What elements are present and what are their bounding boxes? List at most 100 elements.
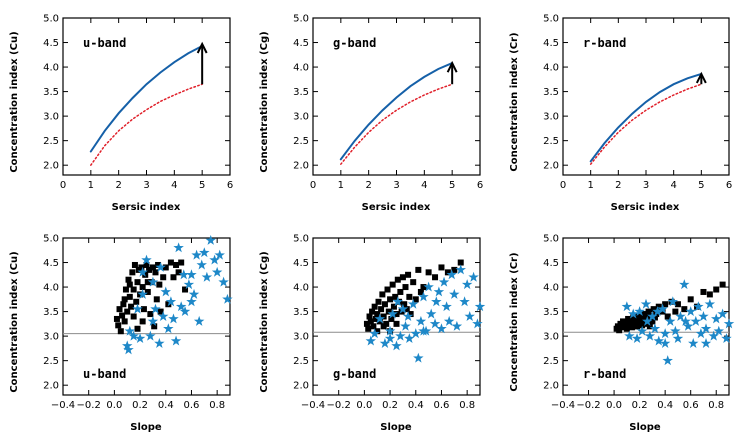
y-tick-label: 4.5 bbox=[43, 258, 59, 269]
axes-frame bbox=[62, 237, 231, 396]
star-marker bbox=[193, 315, 205, 326]
band-label: g-band bbox=[333, 36, 376, 50]
star-marker bbox=[464, 311, 475, 321]
panel-top-middle: 0 1 2 3 4 5 6 2.0 2.5 3.0 3.5 4.0 4.5 5.0 g-band Sers… bbox=[259, 14, 483, 214]
star-marker bbox=[698, 311, 709, 321]
square-marker bbox=[425, 269, 432, 276]
model-curve-line bbox=[89, 45, 204, 153]
square-marker bbox=[113, 315, 120, 322]
square-marker bbox=[659, 308, 666, 315]
square-marker bbox=[403, 306, 410, 313]
x-tick-label: −0.2 bbox=[77, 400, 101, 411]
x-tick-label: 3 bbox=[143, 180, 149, 191]
square-marker bbox=[130, 313, 137, 320]
square-marker bbox=[144, 288, 151, 295]
star-marker bbox=[170, 335, 182, 346]
square-marker bbox=[376, 318, 383, 325]
y-axis-title: Concentration index (Cu) bbox=[9, 31, 20, 172]
square-marker bbox=[153, 296, 160, 303]
x-tick-label: 0.2 bbox=[132, 400, 148, 411]
square-marker bbox=[140, 306, 147, 313]
plot-area: 0 1 2 3 4 5 6 2.0 2.5 3.0 3.5 4.0 4.5 5.0 bbox=[293, 14, 483, 192]
x-tick-label: 0.8 bbox=[708, 400, 724, 411]
square-marker bbox=[122, 286, 129, 293]
y-tick-label: 2.5 bbox=[293, 356, 309, 367]
offset-arrow-head bbox=[446, 60, 458, 73]
x-tick-label: 3 bbox=[393, 180, 399, 191]
square-marker bbox=[432, 274, 439, 281]
x-axis-title: Slope bbox=[380, 422, 412, 433]
y-tick-label: 3.5 bbox=[43, 307, 59, 318]
y-tick-label: 5.0 bbox=[543, 234, 559, 245]
band-label: u-band bbox=[83, 36, 126, 50]
panel-top-left: 0 1 2 3 4 5 6 2.0 2.5 3.0 3.5 4.0 4.5 5.0 u-band Sers… bbox=[9, 14, 233, 214]
x-tick-label: 0.4 bbox=[657, 400, 673, 411]
x-tick-label: −0.2 bbox=[327, 400, 351, 411]
y-tick-label: 3.5 bbox=[543, 307, 559, 318]
star-marker bbox=[449, 288, 460, 299]
star-marker bbox=[400, 320, 411, 331]
square-marker bbox=[406, 293, 413, 300]
star-marker bbox=[429, 318, 441, 329]
y-tick-label: 5.0 bbox=[293, 234, 309, 245]
star-marker bbox=[713, 325, 725, 336]
square-marker bbox=[645, 308, 652, 315]
star-marker bbox=[621, 301, 633, 312]
star-marker bbox=[425, 308, 437, 319]
square-marker bbox=[389, 281, 396, 288]
star-marker bbox=[441, 301, 452, 312]
x-tick-label: 0.4 bbox=[408, 400, 424, 411]
star-marker bbox=[700, 337, 712, 348]
square-marker bbox=[646, 323, 653, 330]
square-marker bbox=[151, 323, 158, 330]
star-marker bbox=[173, 242, 184, 253]
y-axis-title: Concentration index (Cr) bbox=[509, 32, 520, 171]
x-tick-label: −0.4 bbox=[551, 400, 575, 411]
square-marker bbox=[655, 303, 662, 310]
x-tick-label: 0 bbox=[310, 180, 316, 191]
star-marker bbox=[451, 320, 463, 331]
square-marker bbox=[392, 293, 399, 300]
square-marker bbox=[143, 261, 150, 268]
x-tick-label: 0.6 bbox=[434, 400, 450, 411]
x-tick-label: 1 bbox=[338, 180, 344, 191]
x-axis-title: Slope bbox=[130, 422, 162, 433]
star-marker bbox=[413, 352, 424, 363]
model-curve-line bbox=[589, 72, 703, 163]
axes-frame bbox=[562, 237, 730, 396]
x-tick-label: 2 bbox=[615, 180, 621, 191]
square-marker bbox=[632, 317, 639, 324]
star-marker bbox=[163, 323, 174, 334]
star-marker bbox=[222, 293, 233, 304]
y-tick-label: 3.5 bbox=[543, 87, 559, 98]
x-tick-label: 5 bbox=[449, 180, 455, 191]
star-marker bbox=[468, 271, 479, 282]
x-tick-label: −0.4 bbox=[301, 400, 325, 411]
y-tick-label: 3.5 bbox=[293, 87, 309, 98]
y-tick-label: 5.0 bbox=[293, 14, 309, 25]
square-marker bbox=[121, 296, 128, 303]
y-axis-title: Concentration index (Cg) bbox=[259, 31, 270, 172]
y-tick-label: 2.5 bbox=[43, 136, 59, 147]
square-marker bbox=[420, 284, 427, 291]
offset-arrow-head bbox=[695, 71, 707, 84]
square-marker bbox=[178, 259, 185, 266]
y-tick-label: 3.5 bbox=[293, 307, 309, 318]
star-marker bbox=[154, 337, 165, 348]
square-marker bbox=[366, 313, 373, 320]
plot-area: −0.4 −0.2 0.0 0.2 0.4 0.6 0.8 2.0 2.5 3.0 3.5 4.0 4.… bbox=[293, 234, 486, 411]
star-marker bbox=[201, 271, 213, 282]
square-marker bbox=[380, 323, 387, 330]
x-tick-label: 0.0 bbox=[606, 400, 622, 411]
square-marker bbox=[399, 274, 406, 281]
star-marker bbox=[690, 315, 702, 326]
square-marker bbox=[631, 323, 638, 330]
square-marker bbox=[623, 325, 630, 332]
square-marker bbox=[378, 306, 385, 313]
y-tick-label: 4.5 bbox=[43, 38, 59, 49]
star-marker bbox=[199, 247, 210, 258]
square-marker bbox=[672, 308, 679, 315]
y-tick-label: 2.0 bbox=[543, 161, 559, 172]
band-label: r-band bbox=[583, 36, 626, 50]
square-marker bbox=[387, 296, 394, 303]
